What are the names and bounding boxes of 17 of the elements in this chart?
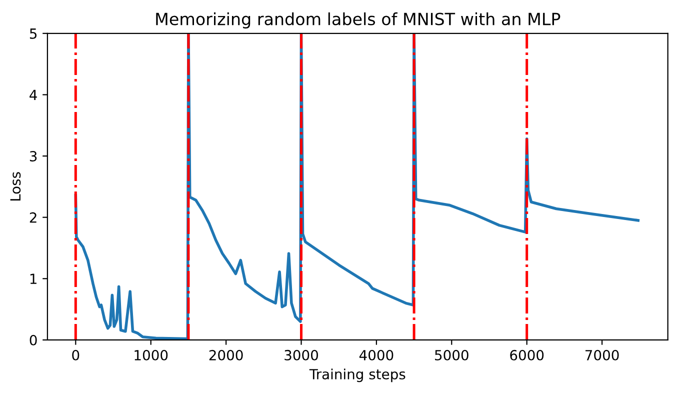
x-tick-label: 4000	[359, 350, 394, 360]
y-tick-label: 3	[30, 150, 37, 162]
x-tick-label: 2000	[209, 350, 243, 360]
x-tick-label: 6000	[510, 350, 544, 360]
x-tick-label: 7000	[586, 350, 619, 360]
chart-title: Memorizing random labels of MNIST with an MLP	[156, 12, 560, 29]
x-tick-label: 1000	[134, 350, 168, 360]
y-tick-label: 4	[30, 90, 37, 100]
x-tick-label: 3000	[284, 350, 318, 360]
y-tick-label: 1	[30, 274, 36, 284]
y-tick-label: 0	[30, 334, 37, 346]
y-tick-label: 5	[30, 28, 37, 39]
y-axis-title: Loss	[10, 172, 21, 201]
x-axis-title: Training steps	[309, 368, 406, 382]
y-tick-label: 2	[30, 212, 36, 223]
x-tick-label: 0	[72, 350, 80, 360]
x-tick-label: 5000	[435, 350, 468, 360]
